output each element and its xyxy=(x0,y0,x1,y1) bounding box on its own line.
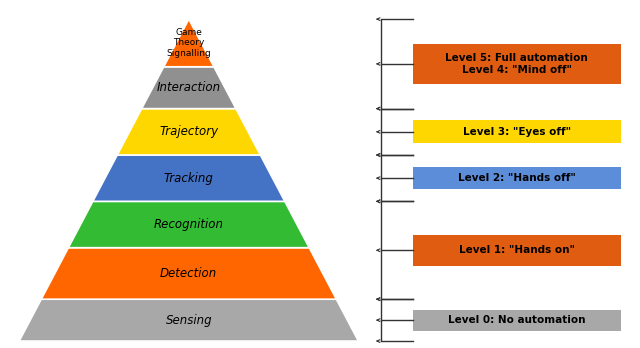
Text: Trajectory: Trajectory xyxy=(159,125,218,138)
FancyBboxPatch shape xyxy=(413,44,621,84)
FancyBboxPatch shape xyxy=(413,167,621,189)
Text: Level 1: "Hands on": Level 1: "Hands on" xyxy=(459,245,575,255)
Text: Level 0: No automation: Level 0: No automation xyxy=(448,315,586,325)
Text: Detection: Detection xyxy=(160,267,218,280)
Polygon shape xyxy=(141,67,236,109)
Text: Recognition: Recognition xyxy=(154,218,224,231)
FancyBboxPatch shape xyxy=(413,310,621,331)
Polygon shape xyxy=(41,248,337,299)
Text: Level 2: "Hands off": Level 2: "Hands off" xyxy=(458,173,576,183)
Text: Interaction: Interaction xyxy=(157,81,221,94)
Polygon shape xyxy=(68,201,309,248)
Polygon shape xyxy=(19,299,358,341)
FancyBboxPatch shape xyxy=(413,120,621,143)
Text: Level 5: Full automation
Level 4: "Mind off": Level 5: Full automation Level 4: "Mind … xyxy=(445,53,588,75)
Polygon shape xyxy=(93,155,285,201)
Text: Level 3: "Eyes off": Level 3: "Eyes off" xyxy=(463,127,571,137)
Text: Game
Theory
Signalling: Game Theory Signalling xyxy=(166,28,211,58)
Polygon shape xyxy=(164,19,214,67)
Text: Tracking: Tracking xyxy=(164,172,214,185)
Text: Sensing: Sensing xyxy=(166,314,212,327)
Polygon shape xyxy=(117,109,260,155)
FancyBboxPatch shape xyxy=(413,235,621,266)
